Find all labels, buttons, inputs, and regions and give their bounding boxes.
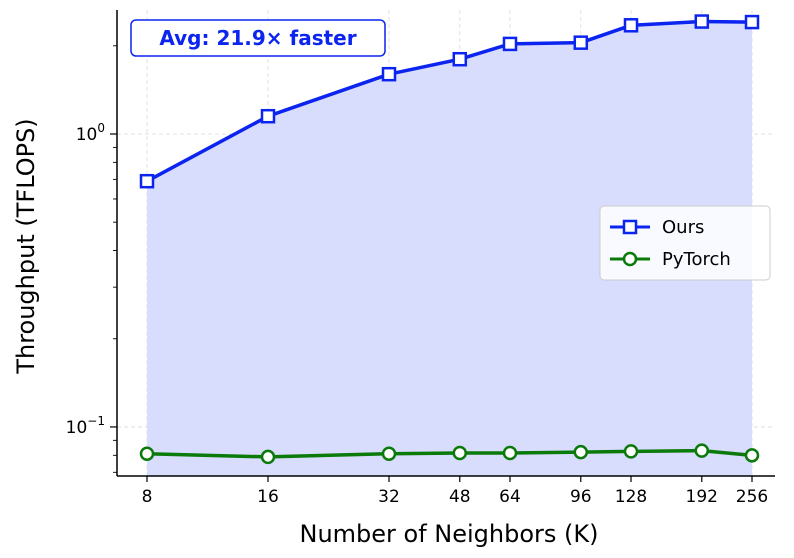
x-tick-label: 48 (449, 487, 471, 507)
ours-point (573, 35, 589, 50)
x-tick-label: 16 (257, 487, 279, 507)
ours-point (452, 51, 468, 67)
pytorch-point (260, 449, 276, 465)
x-tick-label: 192 (686, 487, 718, 507)
ours-area-fill (147, 21, 752, 477)
x-axis-label: Number of Neighbors (K) (299, 520, 598, 548)
legend-ours-marker (622, 219, 638, 235)
speedup-annotation: Avg: 21.9× faster (130, 19, 386, 57)
ours-point (623, 18, 639, 33)
pytorch-point (139, 446, 155, 461)
ours-point (139, 173, 155, 189)
x-tick-label: 256 (736, 487, 768, 507)
series-layer (139, 14, 760, 465)
pytorch-point (502, 445, 518, 461)
legend-ours-label: Ours (662, 217, 704, 238)
annotation-box (130, 19, 386, 57)
x-tick-label: 96 (570, 487, 592, 507)
ours-point (260, 108, 276, 124)
pytorch-point (744, 448, 760, 463)
pytorch-point (452, 445, 468, 461)
x-tick-label: 128 (615, 487, 647, 507)
legend: Ours PyTorch (599, 205, 771, 281)
legend-pytorch-label: PyTorch (662, 249, 731, 270)
ours-point (694, 14, 710, 29)
legend-frame (599, 205, 771, 281)
area-fill-layer (147, 21, 752, 477)
ours-point (502, 36, 518, 52)
y-tick-label: 10−1 (66, 414, 105, 438)
ours-point (381, 66, 397, 82)
annotation-text: Avg: 21.9× faster (159, 26, 356, 50)
legend-pytorch-marker (622, 251, 638, 267)
tick-labels: 8 16 32 48 64 96 128 192 256 10−1 100 (66, 121, 769, 507)
pytorch-point (694, 443, 710, 458)
y-tick-label: 100 (76, 121, 105, 145)
x-tick-label: 64 (499, 487, 521, 507)
pytorch-point (381, 446, 397, 461)
pytorch-point (573, 444, 589, 460)
pytorch-point (623, 444, 639, 459)
axes (110, 10, 775, 482)
x-tick-label: 8 (142, 487, 153, 507)
y-axis-label: Throughput (TFLOPS) (12, 118, 40, 374)
ours-point (744, 14, 760, 30)
x-tick-label: 32 (378, 487, 400, 507)
